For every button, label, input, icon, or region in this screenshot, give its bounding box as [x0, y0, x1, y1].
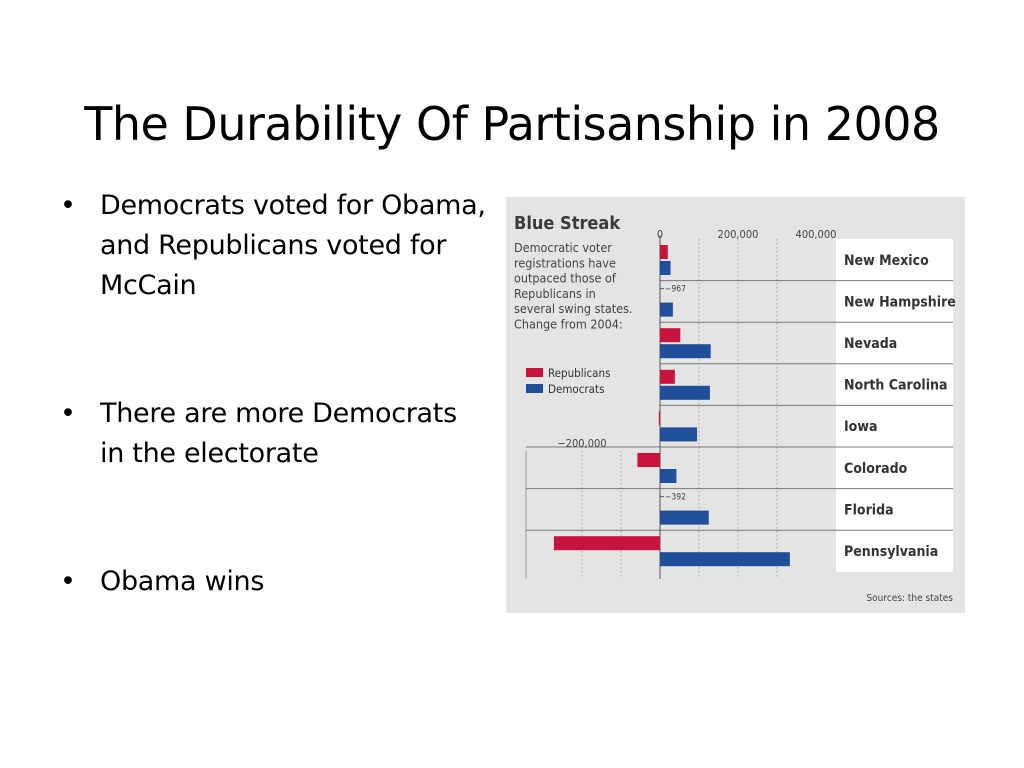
- category-label: Iowa: [844, 419, 877, 435]
- bar-democrats: [660, 552, 790, 567]
- chart-subtitle: Democratic voter registrations have outpac…: [514, 240, 633, 332]
- tick-label: 200,000: [718, 228, 759, 241]
- bar-democrats: [660, 385, 710, 400]
- category-label: Florida: [844, 502, 894, 518]
- category-label: New Mexico: [844, 253, 929, 269]
- bar-republicans: [660, 369, 675, 384]
- bar-republicans: [660, 245, 668, 259]
- bar-democrats: [660, 302, 673, 317]
- bar-democrats: [660, 427, 698, 442]
- slide-title: The Durability Of Partisanship in 2008: [84, 96, 940, 151]
- tick-label: 400,000: [796, 228, 837, 241]
- bar-democrats: [660, 510, 709, 525]
- annotation-label: −967: [665, 285, 686, 295]
- bullet-item: There are more Democrats in the electora…: [58, 394, 488, 474]
- blue-streak-chart: Blue Streak Democratic voter registrations…: [514, 213, 956, 604]
- legend-swatch-democrats: [526, 384, 543, 393]
- tick-label: 0: [657, 228, 663, 241]
- category-label: Colorado: [844, 461, 908, 477]
- bar-republicans: [660, 328, 681, 343]
- chart-source: Sources: the states: [866, 593, 953, 604]
- bullet-item: Democrats voted for Obama, and Republica…: [58, 186, 488, 306]
- chart-panel: Blue Streak Democratic voter registrations…: [506, 197, 965, 613]
- legend-label-republicans: Republicans: [548, 366, 610, 380]
- bar-republicans: [637, 453, 660, 467]
- legend-swatch-republicans: [526, 368, 543, 377]
- category-label: Nevada: [844, 336, 897, 352]
- category-label: Pennsylvania: [844, 544, 938, 560]
- bar-democrats: [660, 469, 677, 483]
- category-label: North Carolina: [844, 378, 947, 394]
- bar-democrats: [660, 344, 711, 359]
- bullet-item: Obama wins: [58, 562, 488, 602]
- annotation-label: −392: [665, 493, 686, 503]
- legend-label-democrats: Democrats: [548, 382, 604, 396]
- bullet-list: Democrats voted for Obama, and Republica…: [58, 186, 488, 602]
- tick-label: −200,000: [557, 437, 606, 450]
- bar-republicans: [658, 411, 661, 426]
- bar-republicans: [553, 536, 660, 551]
- bar-democrats: [660, 261, 671, 275]
- category-label: New Hampshire: [844, 294, 956, 310]
- chart-title: Blue Streak: [514, 213, 621, 234]
